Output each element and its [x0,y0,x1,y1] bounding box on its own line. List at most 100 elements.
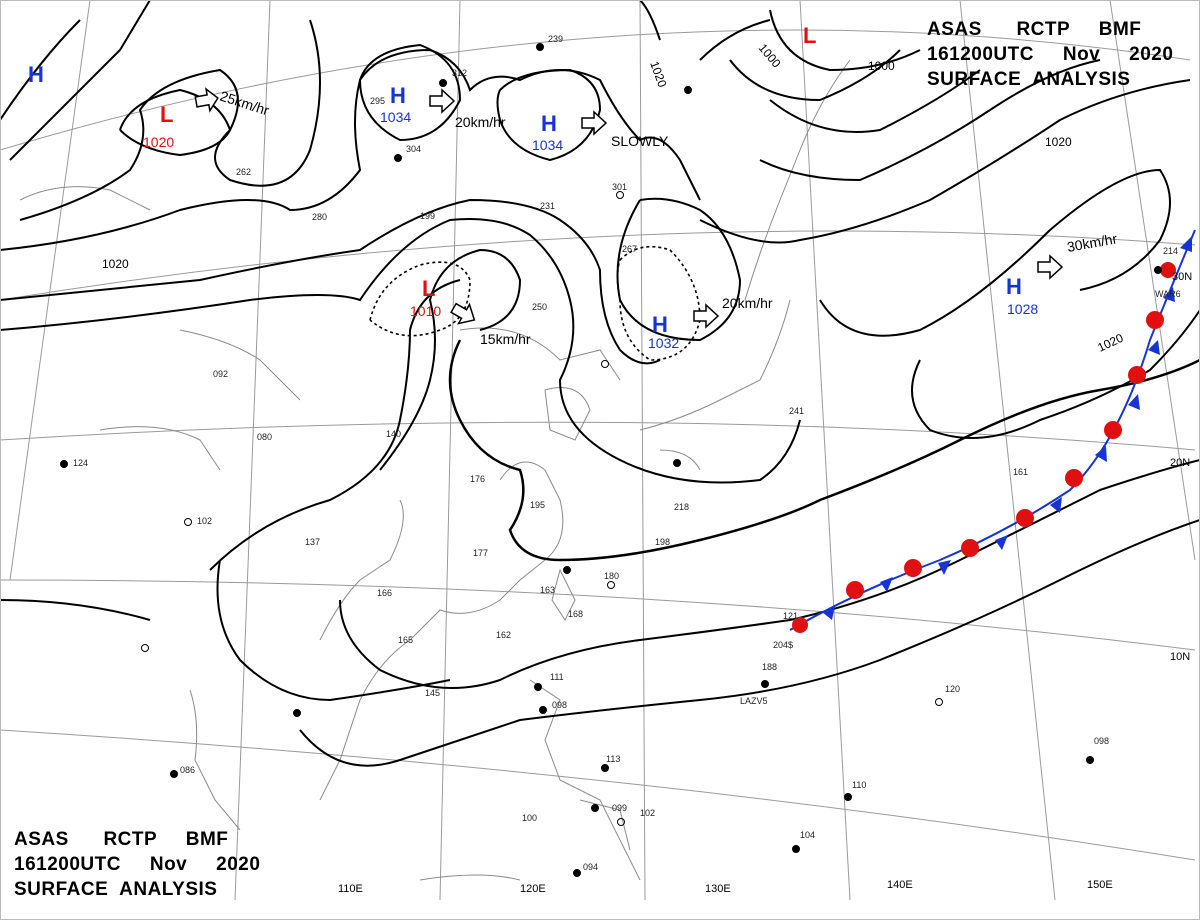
station-value: 140 [386,429,401,439]
high-center-value: 1032 [648,335,679,351]
high-center-value: 1034 [380,109,411,125]
stationary-front [789,229,1196,633]
station-value: 177 [473,548,488,558]
station-value: 110 [852,780,866,790]
low-center-symbol: L [160,102,173,127]
high-center-symbol: H [541,111,557,136]
movement-speed-label: SLOWLY [611,133,669,149]
station-value: 241 [789,406,804,416]
movement-arrow-icon [194,87,219,113]
station-value: 099 [612,803,627,813]
header-line-1: ASAS RCTP BMF [927,19,1141,40]
station-value: 137 [305,537,320,547]
longitude-label: 140E [887,879,913,891]
station-value: 080 [257,432,272,442]
station-value: 120 [945,684,960,694]
movement-arrows [194,87,1064,329]
movement-arrow-icon [693,303,720,329]
isobar-label: 1020 [1095,331,1125,355]
station-value: 086 [180,765,195,775]
longitude-label: 120E [520,883,546,895]
station-value: 168 [568,609,583,619]
station-value: WAR6 [1155,289,1181,299]
station-value: 092 [213,369,228,379]
low-center-symbol: L [803,23,816,48]
station-value: 176 [470,474,485,484]
station-value: 104 [800,830,815,840]
station-value: 231 [540,201,555,211]
station-markers [60,43,1162,877]
station-value: 098 [552,700,567,710]
high-center-symbol: H [390,83,406,108]
movement-speed-label: 25km/hr [218,88,271,119]
station-value: 195 [530,500,545,510]
station-value: 124 [73,458,88,468]
movement-arrow-icon [581,110,608,136]
header-title-block: ASAS RCTP BMF 161200UTC Nov 2020 SURFACE… [927,19,1173,90]
station-value: 102 [197,516,212,526]
station-value: 102 [640,808,655,818]
station-value: 262 [236,167,251,177]
isobars [0,0,1200,767]
auxiliary-isobars [369,245,701,361]
longitude-label: 150E [1087,879,1113,891]
station-value: 098 [1094,736,1109,746]
high-center-symbol: H [652,312,668,337]
latitude-label: 30N [1172,271,1192,283]
isobar-label: 1020 [647,59,669,89]
isobar-label: 1020 [102,257,129,271]
movement-speed-label: 30km/hr [1066,230,1119,255]
cold-front-triangles [822,236,1192,620]
station-value: 100 [522,813,537,823]
isobar-label: 1020 [1045,135,1072,149]
longitude-labels: 110E 120E 130E 140E 150E [338,879,1113,895]
station-value: 188 [762,662,777,672]
high-center-symbol: H [1006,274,1022,299]
longitude-label: 130E [705,883,731,895]
station-value: 214 [1163,246,1178,256]
station-value: 204$ [773,640,793,650]
movement-speed-label: 15km/hr [480,331,531,347]
low-center-value: 1010 [410,303,441,319]
movement-labels: 25km/hr 20km/hr SLOWLY 15km/hr 20km/hr 3… [218,88,1119,347]
warm-front-semicircles [792,262,1176,633]
movement-speed-label: 20km/hr [455,114,506,130]
station-value: 162 [496,630,511,640]
pressure-centers: H L 1020 H 1034 H 1034 L L 1010 H 1032 H… [28,23,1038,351]
footer-line-2: 161200UTC Nov 2020 [14,854,260,875]
station-value: 094 [583,862,598,872]
isobar-label: 1000 [756,41,784,71]
latitude-label: 20N [1170,457,1190,469]
movement-arrow-icon [450,302,476,325]
station-value: 163 [540,585,555,595]
header-line-3: SURFACE ANALYSIS [927,69,1130,90]
movement-speed-label: 20km/hr [722,295,773,311]
station-value: 121 [783,611,798,621]
footer-line-3: SURFACE ANALYSIS [14,879,217,900]
station-value: 111 [550,672,564,682]
high-center-value: 1034 [532,137,563,153]
high-center-value: 1028 [1007,301,1038,317]
station-value: 145 [425,688,440,698]
latitude-labels: 30N 20N 10N [1170,271,1192,663]
station-value: 113 [606,754,620,764]
longitude-label: 110E [338,883,363,895]
station-value: 180 [604,571,619,581]
latitude-grid [0,29,1196,861]
low-center-symbol: L [422,276,435,301]
station-value: 267 [622,244,637,254]
station-value: 218 [674,502,689,512]
isobar-label: 1000 [868,59,895,73]
station-value: 301 [612,182,627,192]
movement-arrow-icon [1037,254,1064,280]
station-value: 250 [532,302,547,312]
station-value: 166 [377,588,392,598]
footer-line-1: ASAS RCTP BMF [14,829,228,850]
longitude-grid [9,0,1196,901]
movement-arrow-icon [429,88,456,114]
station-value: 304 [406,144,421,154]
station-value: 312 [452,68,467,78]
station-value: 199 [420,211,435,221]
